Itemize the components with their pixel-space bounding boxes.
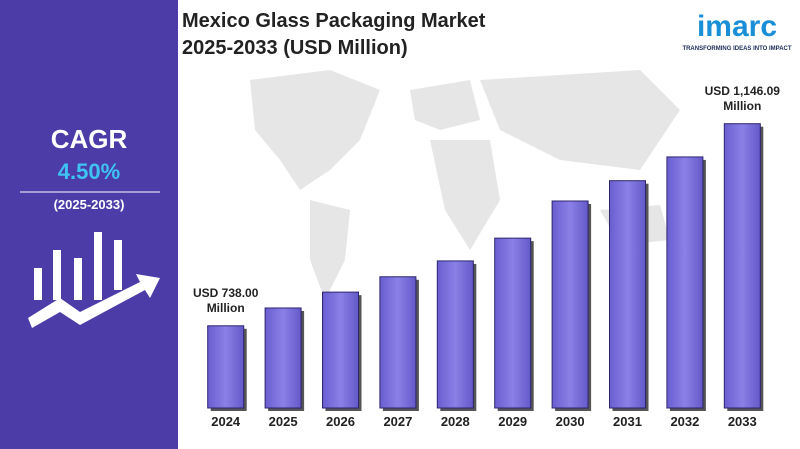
x-tick-label: 2025	[269, 414, 298, 429]
x-tick-label: 2028	[441, 414, 470, 429]
cagr-label: CAGR	[51, 124, 128, 154]
value-label: USD 1,146.09 Million	[704, 83, 780, 113]
bar	[666, 156, 704, 409]
bar	[379, 276, 417, 409]
bar	[322, 291, 359, 409]
x-tick-label: 2027	[383, 414, 412, 429]
bar	[551, 200, 589, 409]
x-tick-label: 2031	[613, 414, 642, 429]
value-label: USD 738.00 Million	[193, 285, 259, 315]
bar	[609, 180, 646, 409]
bar	[436, 260, 474, 409]
title: 2025-2033 (USD Million)	[182, 37, 408, 59]
x-tick-label: 2032	[670, 414, 699, 429]
x-tick-label: 2033	[728, 414, 757, 429]
x-tick-label: 2026	[326, 414, 355, 429]
bar	[264, 307, 302, 409]
bar	[494, 237, 532, 409]
cagr-period: (2025-2033)	[54, 197, 125, 212]
growth-icon	[28, 232, 160, 328]
x-tick-label: 2024	[211, 414, 241, 429]
bar	[723, 123, 761, 409]
world-map	[250, 70, 680, 300]
logo: imarc	[697, 10, 777, 43]
side-panel	[0, 0, 178, 449]
x-tick-label: 2029	[498, 414, 527, 429]
cagr-value: 4.50%	[58, 159, 120, 184]
x-tick-label: 2030	[556, 414, 585, 429]
bar	[207, 325, 245, 409]
title: Mexico Glass Packaging Market	[182, 10, 486, 32]
logo-tagline: TRANSFORMING IDEAS INTO IMPACT	[682, 46, 791, 52]
